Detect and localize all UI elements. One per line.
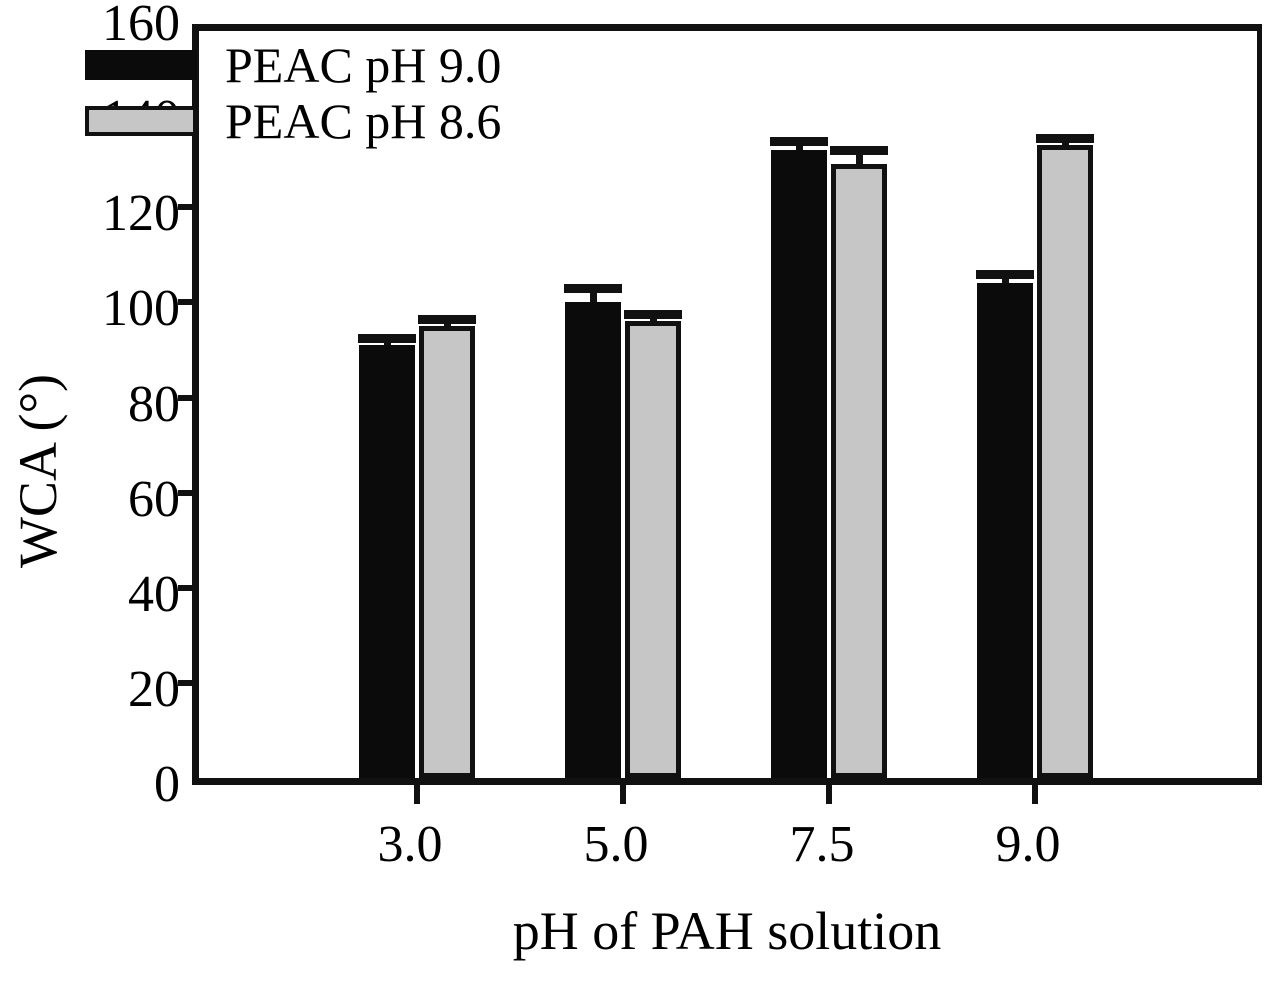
y-axis-tick-label: 160 bbox=[102, 0, 180, 52]
bar bbox=[565, 302, 621, 778]
error-bar-stem bbox=[590, 288, 597, 303]
error-bar-cap bbox=[418, 315, 476, 325]
y-axis-tick-label: 20 bbox=[128, 660, 180, 718]
gray-filled-swatch bbox=[85, 106, 197, 136]
y-axis-tick-label: 100 bbox=[102, 280, 180, 338]
legend-item: PEAC pH 8.6 bbox=[85, 93, 555, 149]
y-axis-tick bbox=[178, 394, 199, 401]
y-axis-tick bbox=[178, 489, 199, 496]
y-axis-tick-label: 0 bbox=[154, 756, 180, 813]
x-axis-tick bbox=[826, 783, 832, 804]
error-bar-cap bbox=[976, 269, 1034, 279]
x-axis-tick-label: 3.0 bbox=[377, 816, 443, 873]
x-axis-tick-label: 5.0 bbox=[583, 816, 649, 873]
y-axis-tick bbox=[178, 204, 199, 211]
error-bar-cap bbox=[358, 334, 416, 344]
plot-area bbox=[178, 31, 1257, 804]
y-axis-tick-label: 40 bbox=[128, 565, 180, 623]
error-bar-cap bbox=[1036, 134, 1094, 144]
legend-item-label: PEAC pH 9.0 bbox=[225, 37, 502, 93]
chart-legend: PEAC pH 9.0 PEAC pH 8.6 bbox=[85, 37, 555, 149]
x-axis-tick bbox=[1032, 783, 1038, 804]
error-bar-cap bbox=[770, 136, 828, 146]
bar bbox=[977, 283, 1033, 778]
bar bbox=[419, 326, 475, 778]
y-axis-tick-label: 60 bbox=[128, 470, 180, 528]
legend-item-label: PEAC pH 8.6 bbox=[225, 93, 502, 149]
bar bbox=[1037, 145, 1093, 778]
bar bbox=[625, 321, 681, 778]
bar bbox=[771, 150, 827, 778]
x-axis-tick bbox=[620, 783, 626, 804]
x-axis-title: pH of PAH solution bbox=[512, 901, 942, 961]
x-axis-tick-labels: 3.0 5.0 7.5 9.0 bbox=[0, 816, 1275, 886]
x-axis-tick bbox=[414, 783, 420, 804]
legend-item: PEAC pH 9.0 bbox=[85, 37, 555, 93]
black-filled-swatch bbox=[85, 50, 197, 80]
plot-frame bbox=[178, 24, 1262, 804]
y-axis-tick bbox=[178, 679, 199, 686]
y-axis-tick bbox=[178, 584, 199, 591]
error-bar-cap bbox=[564, 284, 622, 294]
error-bar-cap bbox=[830, 146, 888, 156]
error-bar-stem bbox=[856, 150, 863, 165]
y-axis-tick-label: 80 bbox=[128, 375, 180, 433]
x-axis-tick-label: 9.0 bbox=[995, 816, 1061, 873]
bar bbox=[359, 345, 415, 778]
x-axis-tick-label: 7.5 bbox=[789, 816, 855, 873]
y-axis-tick bbox=[178, 299, 199, 306]
bar bbox=[831, 164, 887, 778]
error-bar-cap bbox=[624, 310, 682, 320]
y-axis-tick-label: 120 bbox=[102, 185, 180, 243]
